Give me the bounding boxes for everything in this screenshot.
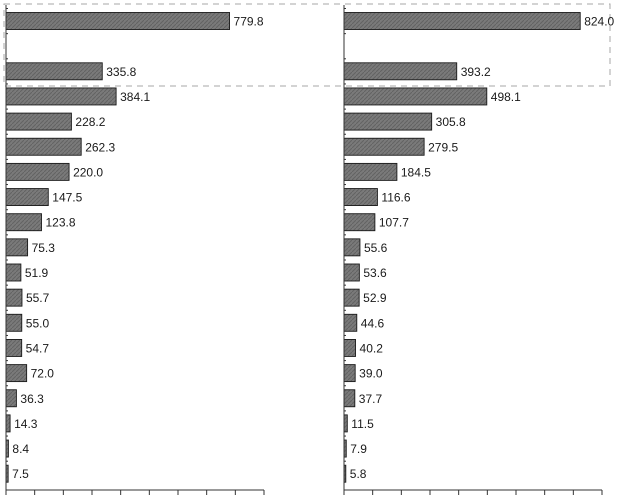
bar-label-p1-r12: 44.6 (361, 316, 385, 330)
bar-label-p1-r0: 824.0 (584, 15, 614, 29)
bar-label-p0-r14: 72.0 (31, 367, 55, 381)
bar-label-p0-r16: 14.3 (14, 417, 38, 431)
bar-p1-r12 (343, 313, 358, 332)
bar-label-p1-r11: 52.9 (363, 291, 387, 305)
bar-label-p1-r8: 107.7 (379, 216, 409, 230)
highlight-box (3, 3, 611, 87)
bar-label-p1-r4: 305.8 (436, 115, 466, 129)
bar-label-p0-r5: 262.3 (85, 140, 115, 154)
bar-label-p1-r13: 40.2 (360, 341, 384, 355)
bar-label-p0-r13: 54.7 (26, 341, 50, 355)
bar-p0-r4 (5, 112, 72, 131)
bar-label-p0-r7: 147.5 (52, 191, 82, 205)
bar-label-p0-r3: 384.1 (120, 90, 150, 104)
bar-label-p1-r6: 184.5 (401, 165, 431, 179)
bar-p0-r6 (5, 162, 70, 181)
bar-label-p1-r3: 498.1 (491, 90, 521, 104)
bar-p0-r14 (5, 364, 28, 383)
left-panel: 779.8 335.8 384.1 228.2 262.3 220.0 147.5 123.8… (5, 5, 265, 495)
bar-p0-r0 (5, 12, 230, 30)
bar-p1-r9 (343, 238, 361, 257)
bar-p1-r3 (343, 87, 488, 106)
bar-p1-r14 (343, 364, 356, 383)
bar-p0-r7 (5, 188, 49, 207)
bar-p1-r7 (343, 188, 378, 207)
bar-p0-r13 (5, 339, 23, 357)
bar-p0-r5 (5, 137, 82, 156)
bar-p1-r13 (343, 339, 356, 357)
bar-label-p1-r7: 116.6 (381, 191, 410, 205)
bar-p1-r15 (343, 389, 356, 408)
bar-label-p1-r5: 279.5 (428, 140, 458, 154)
bar-label-p0-r0: 779.8 (234, 15, 264, 29)
bar-label-p0-r9: 75.3 (32, 241, 56, 255)
bar-label-p0-r12: 55.0 (26, 316, 50, 330)
bar-p0-r9 (5, 238, 29, 257)
bar-label-p0-r6: 220.0 (73, 165, 103, 179)
bar-label-p0-r11: 55.7 (26, 291, 50, 305)
bar-p1-r0 (343, 12, 581, 30)
bar-p1-r2 (343, 62, 458, 81)
bar-label-p1-r14: 39.0 (359, 367, 383, 381)
bar-label-p0-r17: 8.4 (12, 442, 29, 456)
bar-label-p1-r15: 37.7 (359, 392, 383, 406)
bar-p1-r10 (343, 263, 360, 282)
bar-p0-r11 (5, 288, 23, 307)
bar-p0-r3 (5, 87, 117, 106)
bar-p1-r4 (343, 112, 433, 131)
bar-p0-r10 (5, 263, 22, 282)
bar-p0-r16 (5, 414, 11, 433)
bar-label-p1-r9: 55.6 (364, 241, 388, 255)
bar-label-p1-r17: 7.9 (350, 442, 367, 456)
bar-label-p1-r16: 11.5 (351, 417, 374, 431)
bar-p1-r8 (343, 213, 376, 232)
bar-label-p0-r10: 51.9 (25, 266, 49, 280)
bar-p1-r5 (343, 137, 425, 156)
bar-label-p0-r4: 228.2 (75, 115, 105, 129)
bar-p0-r15 (5, 389, 17, 408)
bar-p0-r8 (5, 213, 42, 232)
bar-p1-r11 (343, 288, 360, 307)
bar-label-p0-r2: 335.8 (106, 65, 136, 79)
bar-label-p1-r18: 5.8 (350, 467, 367, 481)
bar-label-p1-r2: 393.2 (461, 65, 491, 79)
bar-label-p0-r18: 7.5 (12, 467, 29, 481)
bar-p0-r12 (5, 313, 23, 332)
bar-label-p1-r10: 53.6 (363, 266, 387, 280)
bar-label-p0-r8: 123.8 (45, 216, 75, 230)
bar-p0-r2 (5, 62, 103, 81)
bar-label-p0-r15: 36.3 (20, 392, 44, 406)
bar-p1-r6 (343, 162, 398, 181)
